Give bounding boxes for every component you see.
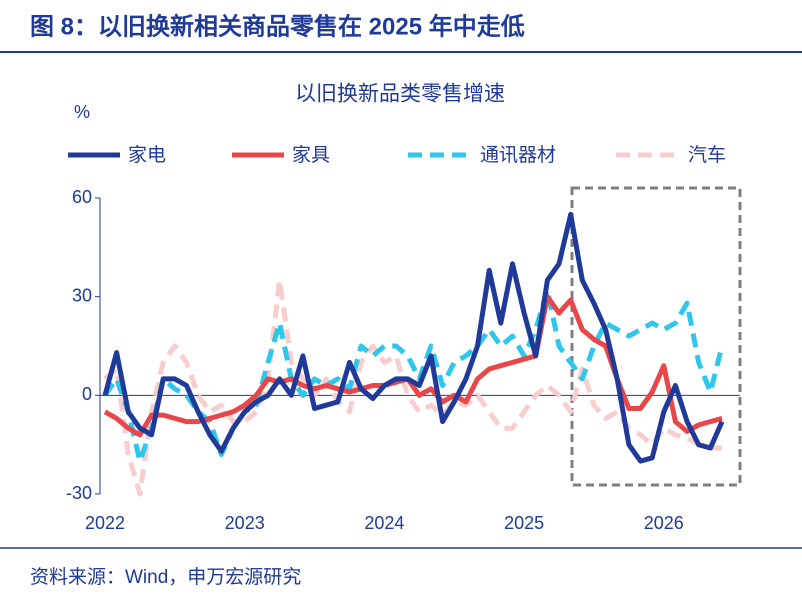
y-tick-label: 30 bbox=[72, 285, 92, 305]
legend-label: 家电 bbox=[128, 144, 166, 166]
x-tick-label: 2023 bbox=[225, 513, 265, 533]
chart-title: 以旧换新品类零售增速 bbox=[295, 83, 505, 106]
highlight-box bbox=[570, 186, 742, 487]
x-tick-label: 2022 bbox=[85, 513, 125, 533]
y-tick-label: 60 bbox=[72, 187, 92, 207]
legend-label: 家具 bbox=[292, 144, 330, 166]
series-line bbox=[102, 211, 725, 464]
legend-label: 汽车 bbox=[688, 144, 726, 166]
y-unit: % bbox=[74, 102, 90, 122]
x-tick-label: 2024 bbox=[364, 513, 404, 533]
legend-label: 通讯器材 bbox=[480, 144, 556, 166]
y-tick-label: 0 bbox=[82, 384, 92, 404]
y-tick-label: -30 bbox=[66, 483, 92, 503]
source: 资料来源：Wind，申万宏源研究 bbox=[30, 566, 301, 588]
x-tick-label: 2025 bbox=[504, 513, 544, 533]
figure-title: 图 8：以旧换新相关商品零售在 2025 年中走低 bbox=[30, 12, 525, 40]
series-line bbox=[103, 277, 722, 497]
x-tick-label: 2026 bbox=[644, 513, 684, 533]
